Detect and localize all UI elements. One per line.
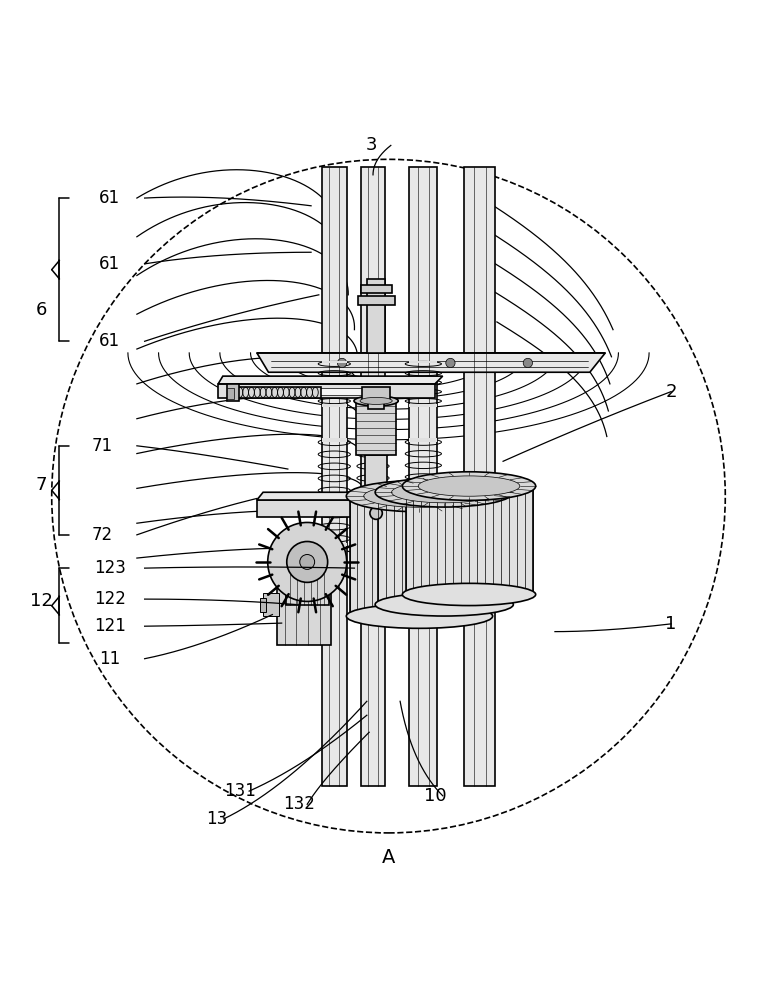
Ellipse shape: [402, 472, 535, 500]
Polygon shape: [218, 376, 443, 384]
Bar: [465, 167, 496, 786]
Bar: [365, 455, 387, 517]
Bar: [257, 500, 504, 517]
Ellipse shape: [392, 482, 497, 503]
Text: 123: 123: [94, 559, 126, 577]
Ellipse shape: [354, 396, 399, 406]
Bar: [356, 401, 396, 455]
Circle shape: [287, 541, 328, 582]
Text: 12: 12: [30, 592, 53, 610]
Circle shape: [300, 555, 315, 569]
Bar: [361, 167, 385, 786]
Text: 61: 61: [99, 189, 120, 207]
Text: 122: 122: [94, 590, 126, 608]
Bar: [378, 492, 510, 605]
Polygon shape: [257, 353, 605, 372]
Text: 61: 61: [99, 255, 120, 273]
Bar: [285, 560, 329, 605]
Bar: [409, 167, 437, 786]
Circle shape: [523, 358, 532, 368]
Ellipse shape: [347, 480, 493, 512]
Circle shape: [446, 358, 455, 368]
Bar: [260, 598, 267, 612]
Bar: [350, 496, 490, 616]
Text: 131: 131: [224, 782, 256, 800]
Text: 3: 3: [366, 136, 377, 154]
Bar: [218, 384, 435, 398]
Text: 72: 72: [92, 526, 113, 544]
Bar: [322, 167, 347, 786]
Bar: [263, 593, 279, 616]
Text: 132: 132: [284, 795, 315, 813]
Text: 61: 61: [99, 332, 120, 350]
Bar: [361, 578, 385, 581]
Text: 11: 11: [99, 650, 120, 668]
Bar: [409, 438, 437, 442]
Circle shape: [268, 522, 347, 601]
Bar: [409, 404, 437, 407]
Bar: [227, 384, 239, 401]
Ellipse shape: [375, 477, 514, 507]
Bar: [368, 399, 384, 409]
Ellipse shape: [364, 485, 476, 507]
Bar: [322, 543, 347, 546]
Bar: [406, 486, 532, 594]
Text: 2: 2: [665, 383, 677, 401]
Ellipse shape: [402, 583, 535, 606]
Ellipse shape: [360, 397, 392, 404]
Text: 7: 7: [36, 476, 47, 494]
Polygon shape: [257, 492, 510, 500]
Circle shape: [370, 507, 382, 519]
Bar: [277, 581, 331, 645]
Bar: [357, 296, 395, 305]
Bar: [362, 387, 390, 401]
Text: 71: 71: [92, 437, 113, 455]
Bar: [409, 361, 437, 363]
Ellipse shape: [347, 604, 493, 628]
Bar: [367, 279, 385, 353]
Text: A: A: [382, 848, 395, 867]
Bar: [409, 551, 437, 554]
Bar: [361, 438, 385, 442]
Text: 10: 10: [423, 787, 446, 805]
Ellipse shape: [418, 476, 520, 496]
Text: 121: 121: [94, 617, 126, 635]
Text: 6: 6: [36, 301, 47, 319]
Bar: [322, 361, 347, 363]
Text: 13: 13: [206, 810, 227, 828]
Ellipse shape: [375, 593, 514, 616]
Bar: [228, 387, 321, 398]
Bar: [361, 285, 392, 293]
Text: 1: 1: [665, 615, 677, 633]
Circle shape: [337, 358, 347, 368]
Bar: [322, 404, 347, 407]
Bar: [228, 388, 234, 399]
Bar: [238, 388, 378, 395]
Bar: [322, 438, 347, 442]
